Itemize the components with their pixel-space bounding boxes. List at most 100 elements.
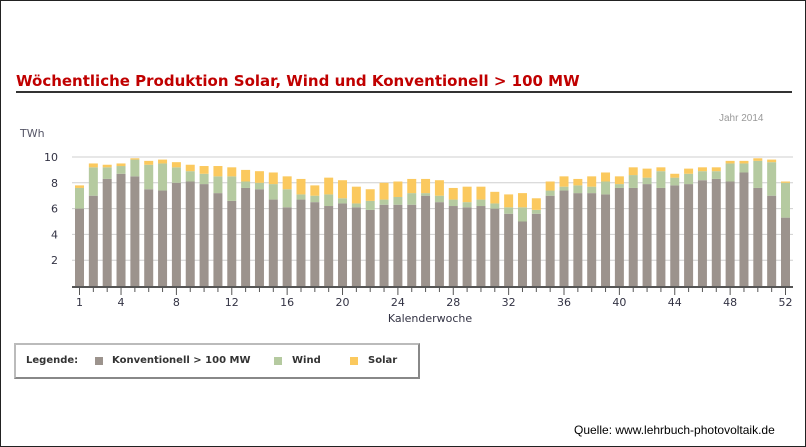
bar-wind [697,171,707,181]
bar-wind [573,185,583,194]
x-tick-label: 16 [280,296,294,309]
bar-konventionell [614,187,624,286]
bar-wind [268,184,278,200]
bar-wind [338,198,348,204]
bar-solar [393,181,403,197]
bar-konventionell [227,200,237,286]
bar-konventionell [531,213,541,286]
bar-wind [504,207,514,214]
x-tick-label: 1 [76,296,83,309]
bar-konventionell [739,172,749,286]
bar-solar [670,173,680,178]
bar-wind [517,207,527,222]
bar-konventionell [517,221,527,286]
x-tick-label: 40 [612,296,626,309]
bar-solar [559,176,569,187]
bar-solar [587,176,597,187]
bar-wind [310,195,320,203]
bar-konventionell [504,213,514,286]
legend-label-konventionell: Konventionell > 100 MW [112,355,251,366]
bar-solar [781,181,790,183]
bar-wind [628,175,638,188]
y-tick-label: 8 [51,177,58,190]
bar-konventionell [171,182,181,286]
bar-wind [88,167,98,196]
bar-wind [254,182,264,190]
bar-konventionell [393,204,403,286]
bar-konventionell [545,195,555,286]
bar-wind [421,193,431,196]
bar-wind [75,187,84,209]
bar-konventionell [254,189,264,286]
bar-solar [504,194,514,208]
bar-wind [158,163,168,191]
legend-swatch-solar [350,357,358,365]
bar-konventionell [158,190,168,286]
bar-konventionell [130,176,140,286]
bar-wind [171,167,181,183]
bar-konventionell [434,202,444,286]
bar-solar [711,167,721,172]
bar-konventionell [656,187,666,286]
bar-solar [545,181,555,191]
bar-konventionell [697,180,707,286]
bar-wind [365,200,375,210]
bar-konventionell [338,203,348,286]
bar-konventionell [268,199,278,286]
bar-wind [434,195,444,203]
bar-konventionell [213,193,223,286]
chart-title: Wöchentliche Produktion Solar, Wind und … [16,72,580,90]
bar-wind [351,203,361,208]
bar-wind [393,196,403,205]
x-tick-label: 48 [723,296,737,309]
title-divider [16,91,792,93]
bar-konventionell [407,204,417,286]
bar-solar [199,166,209,174]
bar-solar [213,166,223,177]
bar-konventionell [601,194,611,286]
chart-subtitle: Jahr 2014 [719,113,764,124]
bar-solar [448,187,458,200]
bar-konventionell [781,217,790,286]
bar-konventionell [462,207,472,286]
x-tick-label: 8 [173,296,180,309]
bar-konventionell [573,193,583,286]
bar-wind [711,171,721,179]
bar-konventionell [102,178,112,286]
bar-solar [379,182,389,200]
bar-solar [628,167,638,176]
bar-wind [213,176,223,194]
bar-solar [684,168,694,174]
bar-wind [379,199,389,205]
bar-solar [185,164,195,172]
bar-wind [642,177,652,185]
y-axis-label: TWh [20,127,45,140]
bar-konventionell [767,195,777,286]
bar-wind [144,164,154,190]
x-axis-label: Kalenderwoche [388,312,473,325]
bar-solar [158,159,168,164]
bar-solar [753,158,763,161]
bar-wind [656,171,666,188]
x-tick-label: 32 [502,296,516,309]
bar-wind [462,202,472,208]
bar-solar [601,172,611,182]
bar-solar [697,167,707,172]
bar-wind [587,186,597,194]
x-tick-label: 52 [779,296,793,309]
bar-solar [310,185,320,196]
bar-konventionell [379,204,389,286]
bar-wind [296,194,306,200]
bar-solar [144,160,154,165]
bar-konventionell [642,184,652,286]
bar-wind [753,160,763,188]
bar-wind [739,163,749,173]
bar-konventionell [365,209,375,286]
bar-wind [185,171,195,182]
bar-solar [656,167,666,172]
bar-konventionell [670,185,680,286]
bar-konventionell [628,187,638,286]
bar-konventionell [310,202,320,286]
bar-konventionell [185,181,195,286]
bar-solar [324,177,334,195]
